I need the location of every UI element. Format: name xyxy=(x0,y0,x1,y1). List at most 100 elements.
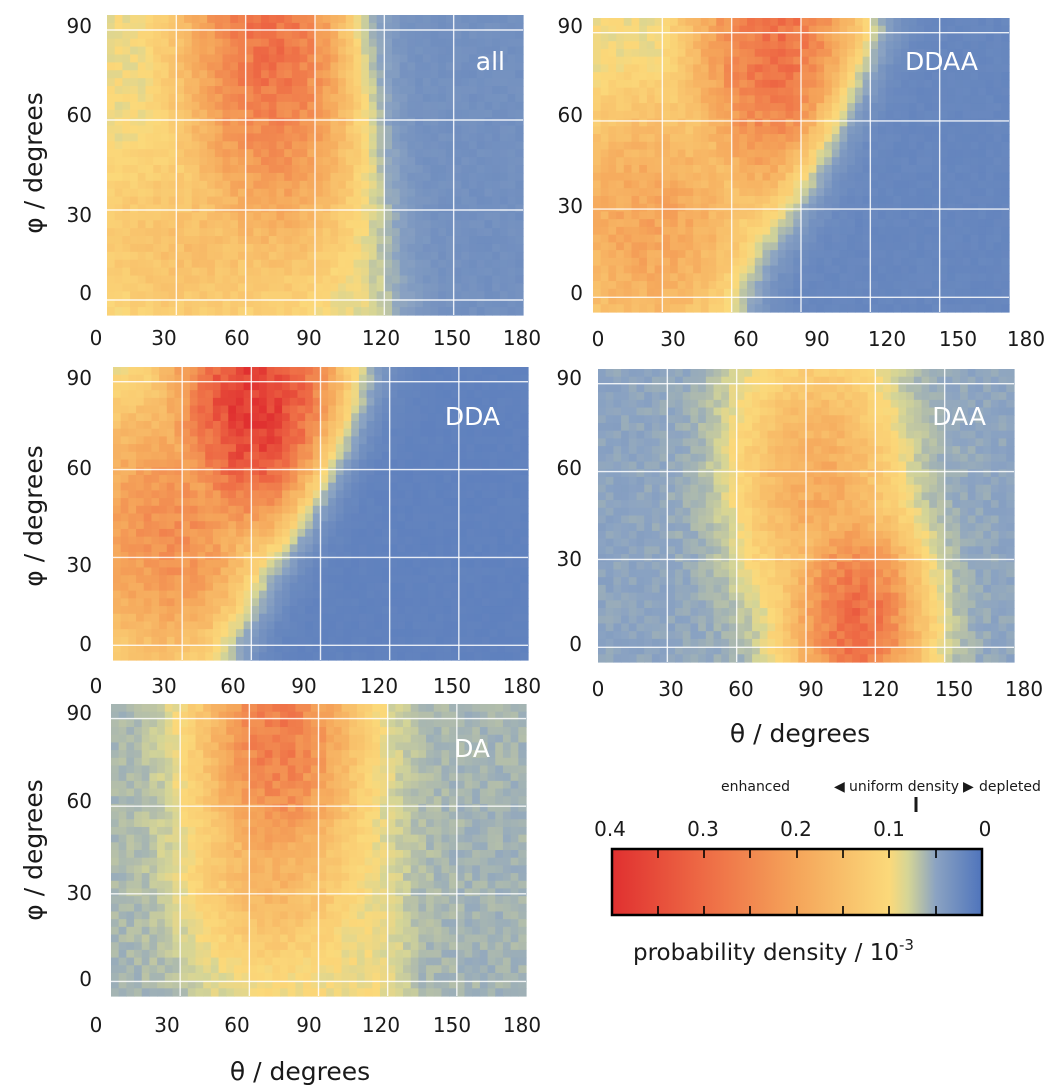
heatmap-cell xyxy=(407,54,416,63)
heatmap-cell xyxy=(266,575,275,584)
heatmap-cell xyxy=(870,25,879,35)
heatmap-cell xyxy=(184,299,193,308)
heatmap-cell xyxy=(136,521,145,530)
heatmap-cell xyxy=(677,203,687,213)
heatmap-cell xyxy=(361,38,370,48)
heatmap-cell xyxy=(120,498,129,507)
heatmap-cell xyxy=(315,149,324,158)
heatmap-cell xyxy=(854,234,864,243)
heatmap-cell xyxy=(924,103,933,112)
heatmap-cell xyxy=(266,459,275,468)
heatmap-cell xyxy=(113,459,122,468)
heatmap-cell xyxy=(114,30,123,40)
heatmap-cell xyxy=(261,275,270,285)
heatmap-cell xyxy=(723,180,733,189)
heatmap-cell xyxy=(801,203,810,213)
heatmap-cell xyxy=(808,195,817,205)
heatmap-cell xyxy=(862,64,871,73)
heatmap-cell xyxy=(839,188,848,197)
heatmap-cell xyxy=(228,513,237,522)
heatmap-cell xyxy=(801,281,810,290)
heatmap-cell xyxy=(970,288,979,298)
heatmap-cell xyxy=(654,79,663,89)
heatmap-cell xyxy=(376,180,385,190)
heatmap-cell xyxy=(747,265,756,274)
heatmap-cell xyxy=(947,219,956,228)
heatmap-cell xyxy=(128,636,137,646)
heatmap-cell xyxy=(113,513,122,522)
heatmap-cell xyxy=(654,134,663,143)
heatmap-cell xyxy=(754,273,764,282)
heatmap-cell xyxy=(662,165,671,174)
heatmap-cell xyxy=(908,296,918,305)
heatmap-cell xyxy=(476,93,486,103)
heatmap-cell xyxy=(616,41,625,50)
heatmap-cell xyxy=(243,513,252,522)
heatmap-cell xyxy=(197,490,206,499)
heatmap-cell xyxy=(166,544,176,553)
heatmap-cell xyxy=(376,62,385,71)
heatmap-cell xyxy=(962,149,972,158)
heatmap-cell xyxy=(461,15,470,24)
heatmap-cell xyxy=(197,390,206,399)
heatmap-cell xyxy=(739,203,748,213)
heatmap-cell xyxy=(723,141,733,151)
heatmap-cell xyxy=(338,291,347,300)
heatmap-cell xyxy=(955,172,964,182)
heatmap-cell xyxy=(854,296,864,305)
heatmap-cell xyxy=(345,70,355,79)
heatmap-cell xyxy=(469,243,478,253)
heatmap-cell xyxy=(151,590,160,599)
heatmap-cell xyxy=(816,219,825,228)
heatmap-cell xyxy=(862,304,871,313)
heatmap-cell xyxy=(947,296,956,305)
heatmap-cell xyxy=(422,133,432,142)
heatmap-cell xyxy=(593,281,602,290)
heatmap-cell xyxy=(616,25,625,35)
heatmap-cell xyxy=(947,25,956,35)
heatmap-cell xyxy=(878,149,887,158)
heatmap-cell xyxy=(716,72,725,81)
heatmap-cell xyxy=(731,304,740,313)
heatmap-cell xyxy=(361,172,370,182)
heatmap-cell xyxy=(415,275,424,285)
heatmap-cell xyxy=(654,195,663,205)
y-tick-0: 0 xyxy=(570,281,583,305)
heatmap-cell xyxy=(251,382,260,391)
heatmap-cell xyxy=(284,259,293,269)
heatmap-cell xyxy=(137,236,147,245)
heatmap-cell xyxy=(159,513,168,522)
heatmap-cell xyxy=(137,228,147,237)
heatmap-cell xyxy=(862,195,871,205)
heatmap-cell xyxy=(243,606,252,615)
heatmap-cell xyxy=(947,157,956,166)
heatmap-cell xyxy=(212,567,222,576)
heatmap-cell xyxy=(114,299,123,308)
heatmap-cell xyxy=(461,291,470,300)
heatmap-cell xyxy=(143,467,153,476)
heatmap-cell xyxy=(114,93,123,103)
heatmap-cell xyxy=(338,299,347,308)
heatmap-cell xyxy=(137,220,147,229)
heatmap-cell xyxy=(476,54,486,63)
heatmap-cell xyxy=(962,242,972,251)
heatmap-cell xyxy=(143,436,153,445)
heatmap-cell xyxy=(399,109,409,119)
heatmap-cell xyxy=(739,87,748,96)
heatmap-cell xyxy=(143,575,153,584)
heatmap-cell xyxy=(137,275,147,285)
heatmap-cell xyxy=(847,56,856,66)
heatmap-cell xyxy=(130,62,139,71)
heatmap-cell xyxy=(685,172,694,182)
heatmap-cell xyxy=(739,195,748,205)
heatmap-cell xyxy=(392,78,401,87)
heatmap-cell xyxy=(143,459,153,468)
heatmap-cell xyxy=(700,72,710,81)
heatmap-cell xyxy=(824,296,833,305)
heatmap-cell xyxy=(685,281,694,290)
heatmap-cell xyxy=(693,134,702,143)
heatmap-cell xyxy=(128,621,137,630)
heatmap-cell xyxy=(747,172,756,182)
heatmap-cell xyxy=(160,180,170,190)
heatmap-cell xyxy=(315,220,324,229)
